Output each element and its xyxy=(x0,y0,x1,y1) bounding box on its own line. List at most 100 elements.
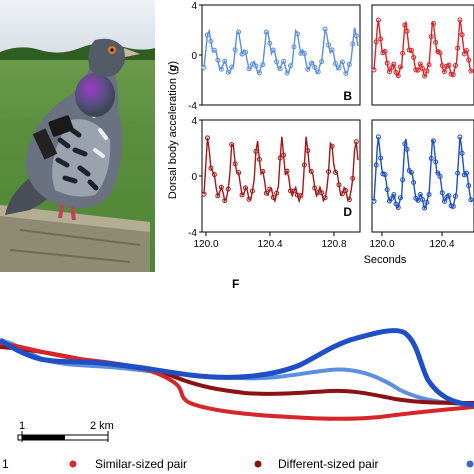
data-point xyxy=(404,146,410,152)
data-point xyxy=(277,66,283,72)
data-point xyxy=(211,47,217,53)
panel-frame xyxy=(371,4,474,106)
panel-letter: B xyxy=(343,89,352,103)
data-point xyxy=(411,179,417,185)
data-point xyxy=(446,193,452,199)
data-point xyxy=(294,192,300,198)
data-point xyxy=(424,199,430,205)
y-tick-label: 4 xyxy=(191,1,197,12)
data-point xyxy=(246,66,252,72)
data-point xyxy=(336,182,342,188)
data-point xyxy=(308,60,314,66)
data-point xyxy=(415,197,421,203)
data-point xyxy=(284,168,290,174)
data-point xyxy=(346,62,352,68)
data-point xyxy=(439,190,445,196)
data-point xyxy=(267,186,273,192)
legend-label-similar: Similar-sized pair xyxy=(95,457,187,471)
data-point xyxy=(315,69,321,75)
data-point xyxy=(260,62,266,68)
data-point xyxy=(256,156,262,162)
data-point xyxy=(459,32,465,38)
data-point xyxy=(455,45,461,51)
data-point xyxy=(329,143,335,149)
data-point xyxy=(294,31,300,37)
data-point xyxy=(305,148,311,154)
data-point xyxy=(375,134,381,140)
panel-b: B xyxy=(343,4,474,106)
data-point xyxy=(419,65,425,71)
data-point xyxy=(400,50,406,56)
scale-bar-end: 2 km xyxy=(90,420,114,432)
data-point xyxy=(204,32,210,38)
data-point xyxy=(350,41,356,47)
data-point xyxy=(274,190,280,196)
data-point xyxy=(461,51,467,57)
data-point xyxy=(430,138,436,144)
data-point xyxy=(446,62,452,68)
data-point xyxy=(305,66,311,72)
pigeon-photo xyxy=(0,0,155,272)
data-point xyxy=(222,58,228,64)
data-point xyxy=(380,171,386,177)
data-point xyxy=(371,67,377,73)
data-point xyxy=(208,165,214,171)
data-point xyxy=(428,34,434,40)
data-point xyxy=(298,193,304,199)
data-point xyxy=(229,64,235,70)
data-point xyxy=(222,198,228,204)
data-point xyxy=(406,47,412,53)
x-tick-label: 120.4 xyxy=(429,239,454,250)
data-point xyxy=(424,68,430,74)
y-tick-label: 4 xyxy=(191,116,197,127)
data-point xyxy=(448,71,454,77)
data-point xyxy=(417,61,423,67)
data-point xyxy=(204,135,210,141)
data-point xyxy=(312,64,318,70)
data-point xyxy=(263,29,269,35)
data-point xyxy=(243,49,249,55)
data-point xyxy=(450,203,456,209)
data-point xyxy=(281,152,287,158)
data-point xyxy=(452,63,458,69)
data-point xyxy=(232,47,238,53)
data-point xyxy=(236,29,242,35)
data-point xyxy=(437,173,443,179)
data-point xyxy=(218,184,224,190)
data-point xyxy=(422,205,428,211)
data-point xyxy=(450,72,456,78)
y-tick-label: -4 xyxy=(188,228,197,239)
data-point xyxy=(288,188,294,194)
data-point xyxy=(402,22,408,28)
data-point xyxy=(441,69,447,75)
panel-letter: D xyxy=(343,205,352,219)
data-point xyxy=(201,65,207,70)
flight-tracks-map: 1 2 km 1 Similar-sized pair Different-si… xyxy=(0,328,474,471)
panel-frame xyxy=(201,119,361,233)
data-point xyxy=(308,168,314,174)
data-point xyxy=(267,40,273,46)
legend-marker-different xyxy=(254,460,262,468)
data-point xyxy=(466,57,472,63)
data-point xyxy=(373,39,379,45)
data-point xyxy=(373,162,379,168)
legend-marker-blue xyxy=(466,460,474,468)
data-point xyxy=(415,67,421,73)
track-red xyxy=(0,341,474,421)
panel-a: 4 0 -4 xyxy=(188,1,361,112)
track-blue xyxy=(0,328,474,408)
data-point xyxy=(239,192,245,198)
data-point xyxy=(389,65,395,71)
y-axis-label: Dorsal body acceleration (g) xyxy=(167,61,179,199)
data-point xyxy=(391,192,397,198)
data-point xyxy=(225,69,231,75)
track-light-blue xyxy=(0,338,474,407)
data-point xyxy=(375,17,381,23)
data-point xyxy=(466,183,472,189)
data-point xyxy=(419,196,425,202)
data-point xyxy=(463,48,469,54)
data-point xyxy=(463,170,469,176)
data-point xyxy=(346,197,352,203)
y-tick-label: 0 xyxy=(191,172,197,183)
data-point xyxy=(468,197,474,203)
